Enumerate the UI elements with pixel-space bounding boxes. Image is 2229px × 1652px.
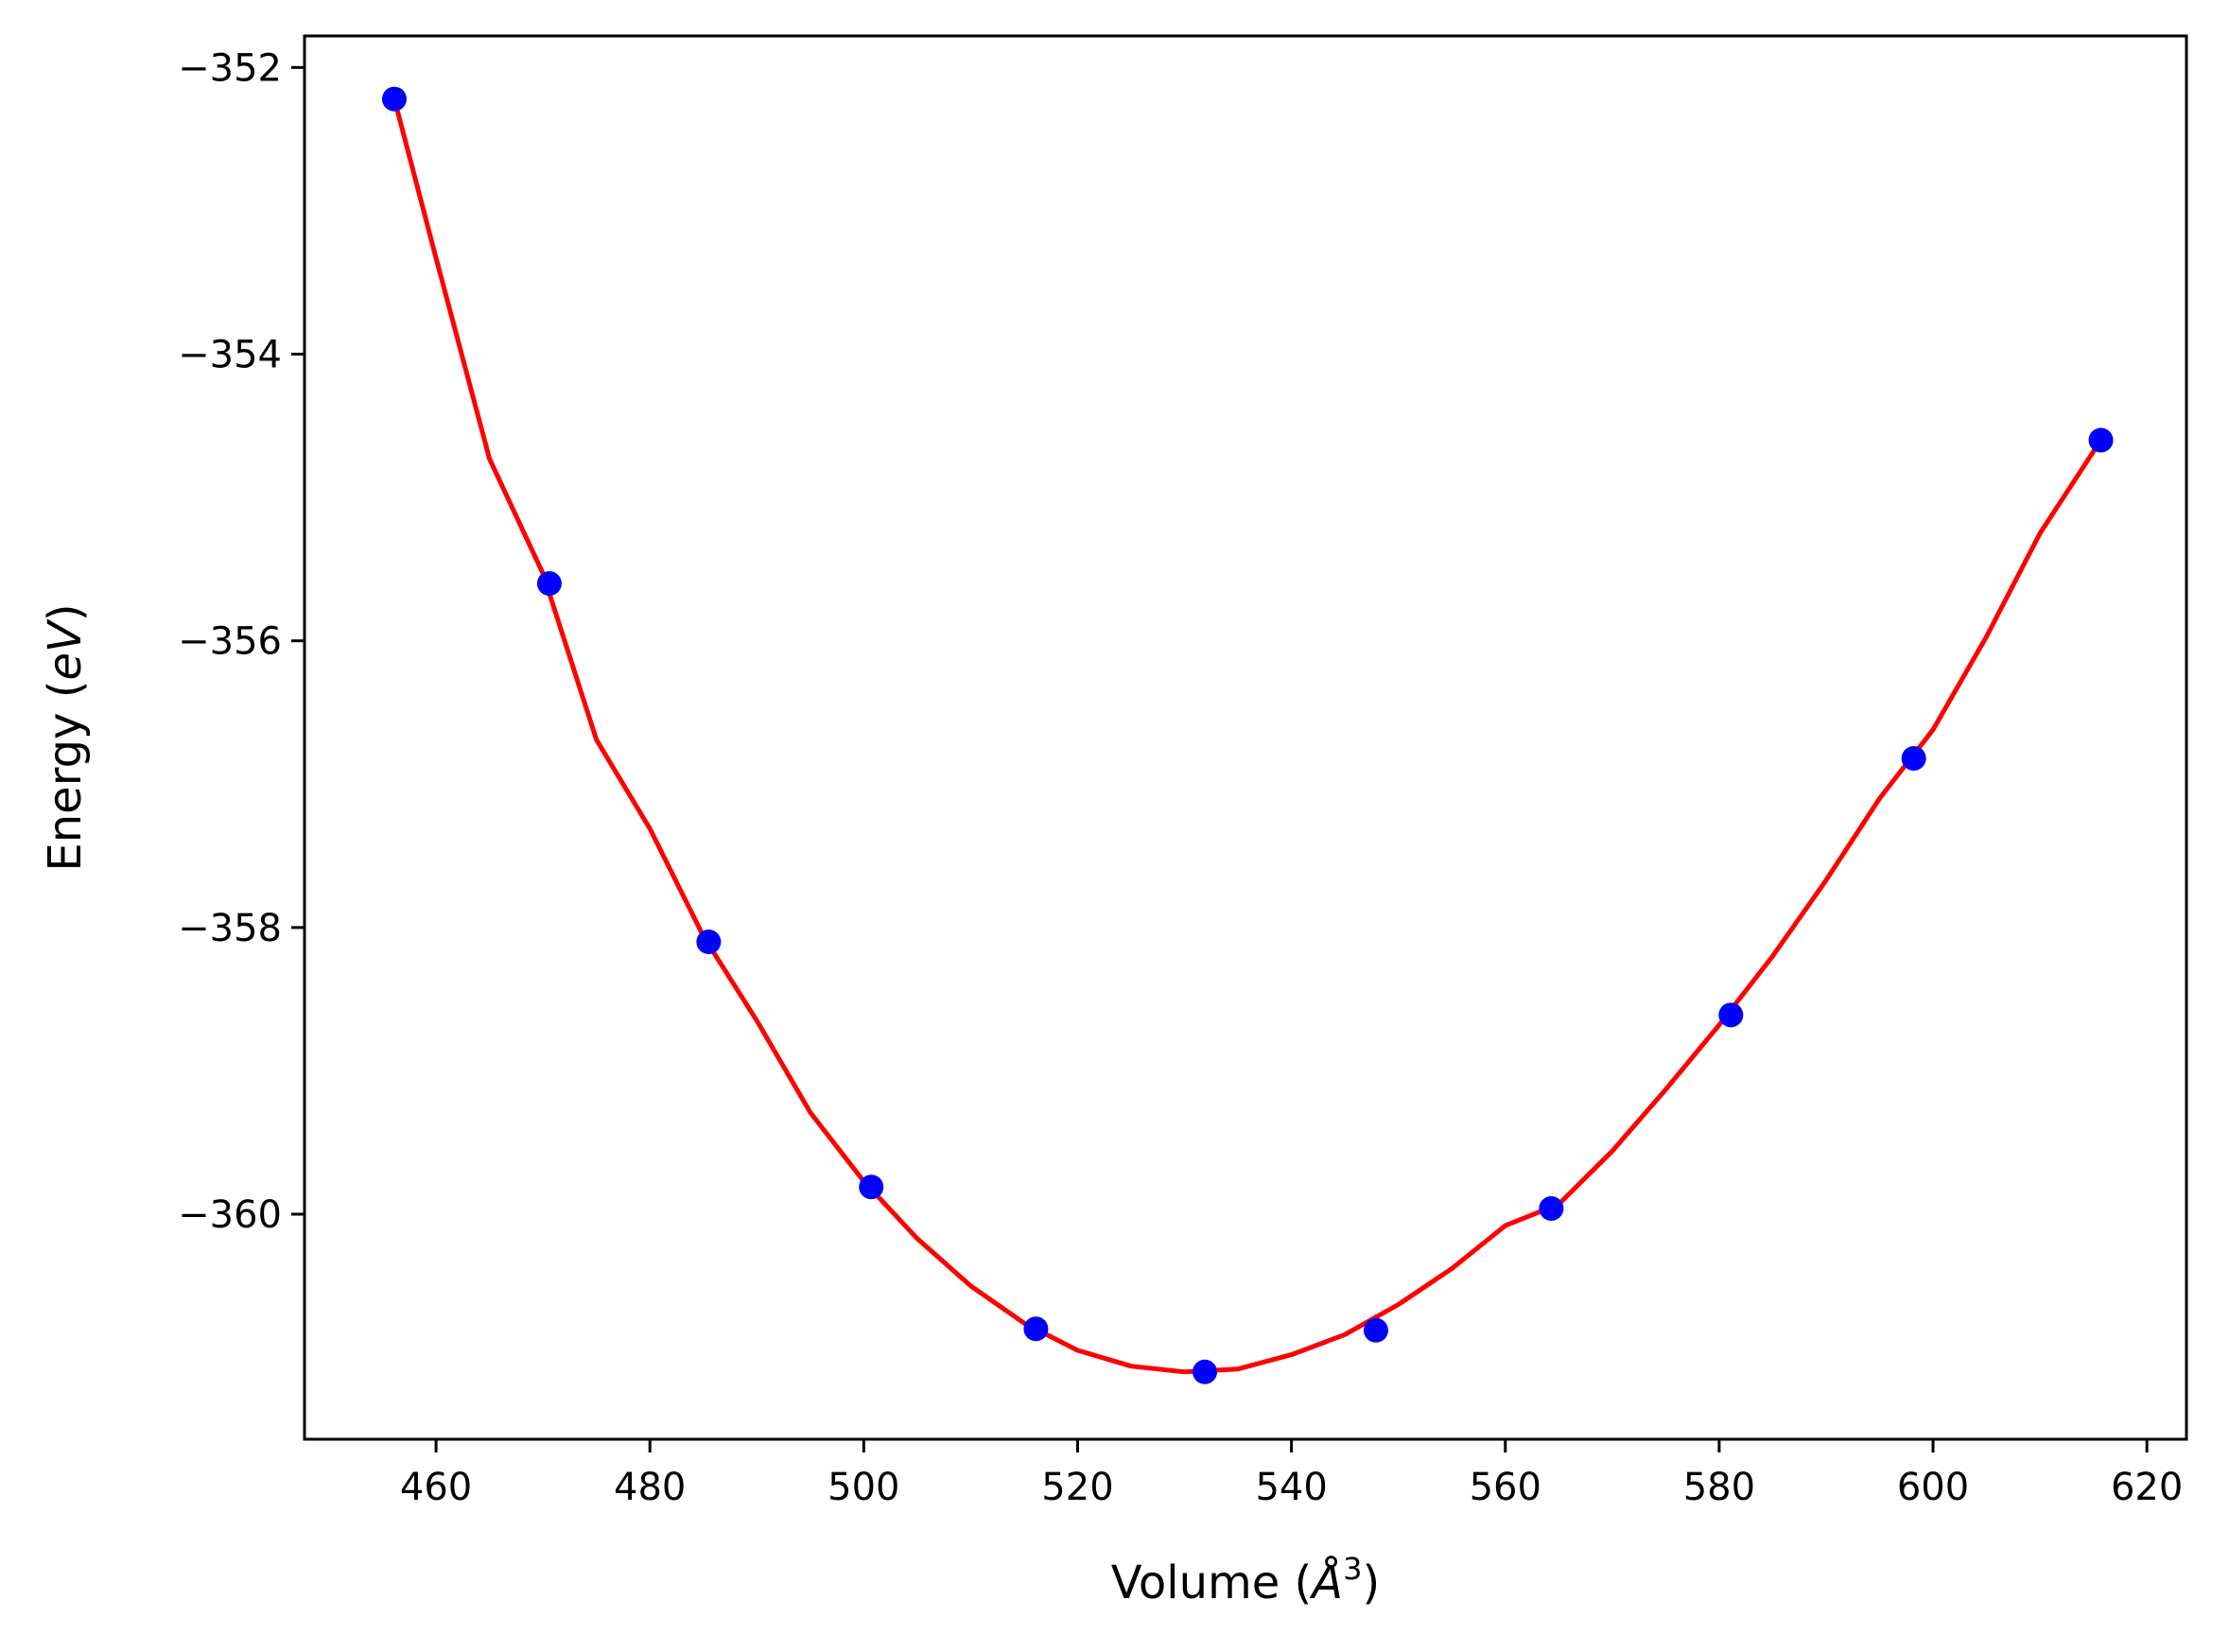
- data-point: [1718, 1002, 1744, 1028]
- y-tick-label: −358: [178, 907, 282, 950]
- x-tick-label: 560: [1470, 1466, 1541, 1509]
- data-point: [1539, 1195, 1564, 1221]
- y-tick-label: −360: [178, 1193, 282, 1237]
- x-axis-unit-power: 3: [1343, 1551, 1362, 1587]
- x-axis-ticks: 460 480 500 520 540 560 580 600 620: [400, 1439, 2183, 1509]
- y-axis-label-text: Energy: [39, 713, 92, 872]
- data-point: [1363, 1317, 1388, 1343]
- x-axis-unit: Å: [1309, 1556, 1343, 1609]
- x-tick-label: 500: [827, 1466, 899, 1509]
- data-point: [1023, 1316, 1049, 1342]
- y-tick-label: −356: [178, 620, 282, 664]
- data-point: [859, 1174, 884, 1200]
- data-points-layer: [381, 86, 2114, 1384]
- fit-curve-line: [392, 96, 2103, 1375]
- x-tick-label: 460: [400, 1466, 472, 1509]
- y-axis-ticks: −352 −354 −356 −358 −360: [178, 46, 305, 1237]
- data-point: [696, 930, 722, 955]
- plot-area-frame: [303, 34, 2188, 1441]
- data-point: [1193, 1359, 1218, 1384]
- x-tick-label: 600: [1897, 1466, 1969, 1509]
- data-point: [2088, 427, 2114, 453]
- y-tick-label: −352: [178, 46, 282, 90]
- y-axis-label: Energy (eV): [39, 603, 92, 871]
- y-axis-unit: eV: [39, 618, 92, 681]
- x-tick-label: 540: [1255, 1466, 1327, 1509]
- x-tick-label: 480: [614, 1466, 686, 1509]
- fit-curve-layer: [392, 96, 2103, 1375]
- x-tick-label: 520: [1041, 1466, 1113, 1509]
- data-point: [536, 571, 562, 597]
- x-tick-label: 620: [2111, 1466, 2183, 1509]
- data-point: [381, 86, 407, 112]
- x-axis-label: Volume (Å3): [1111, 1551, 1380, 1609]
- x-tick-label: 580: [1683, 1466, 1755, 1509]
- y-tick-label: −354: [178, 334, 282, 377]
- data-point: [1901, 745, 1926, 771]
- x-axis-label-text: Volume: [1111, 1556, 1280, 1609]
